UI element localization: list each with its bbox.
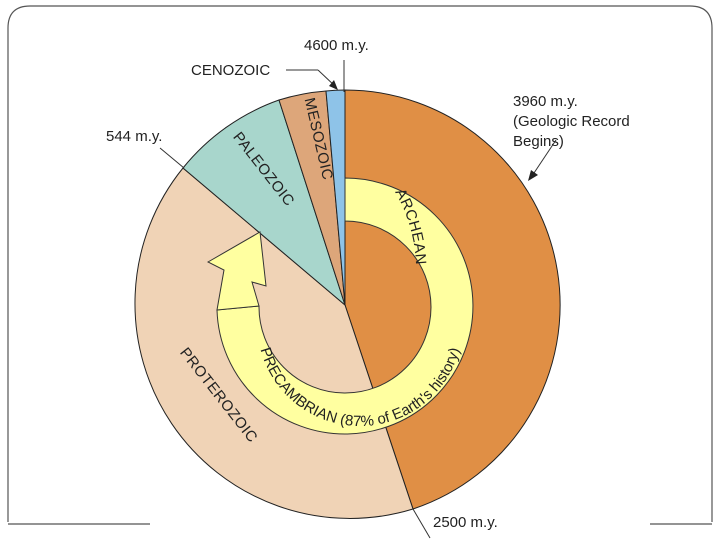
cenozoic-sector xyxy=(325,89,346,306)
t544-leader xyxy=(159,147,185,169)
cenozoic-leader-arrowhead xyxy=(329,80,338,90)
t2500-leader xyxy=(412,508,431,539)
t3960-label-line2: (Geologic Record xyxy=(513,113,630,130)
cenozoic-label: CENOZOIC xyxy=(191,62,270,79)
precambrian-arrowhead xyxy=(206,231,267,311)
t2500-label: 2500 m.y. xyxy=(433,514,498,531)
t3960-leader-arrowhead xyxy=(528,170,538,181)
t3960-label-line1: 3960 m.y. xyxy=(513,93,578,110)
precambrian-arrow-ring xyxy=(216,177,474,435)
t3960-label-line3: Begins) xyxy=(513,133,564,150)
t544-label: 544 m.y. xyxy=(106,128,162,145)
paleozoic-sector xyxy=(182,99,347,307)
t4600-label: 4600 m.y. xyxy=(304,37,369,54)
slide-frame xyxy=(7,5,713,522)
t3960-leader xyxy=(531,139,557,177)
